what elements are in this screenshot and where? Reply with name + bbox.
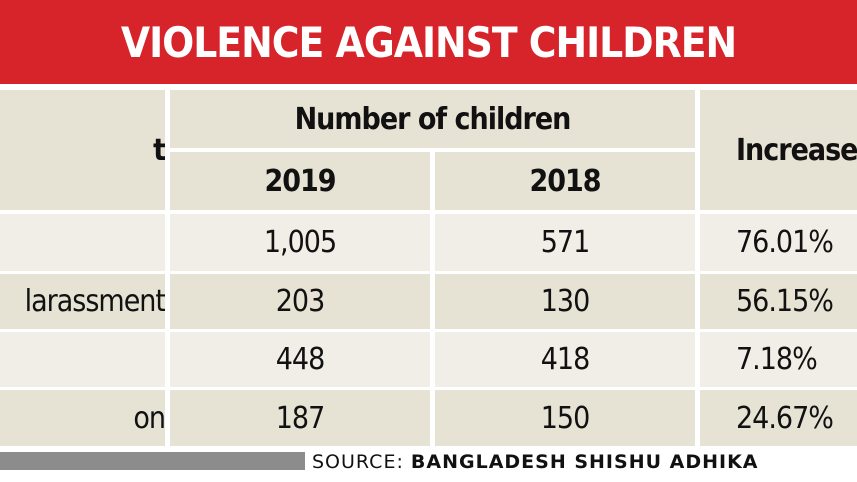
count-cell: 203 bbox=[170, 274, 430, 329]
count-cell: 571 bbox=[435, 214, 695, 271]
year-header: 2019 bbox=[170, 152, 430, 210]
row-label: larassment bbox=[0, 274, 165, 329]
row-label bbox=[0, 214, 165, 271]
year-header: 2018 bbox=[435, 152, 695, 210]
increase-cell: 76.01% bbox=[700, 214, 857, 271]
source-prefix: SOURCE: bbox=[312, 451, 404, 473]
increase-cell: 24.67% bbox=[700, 390, 857, 446]
count-cell: 150 bbox=[435, 390, 695, 446]
increase-header: Increase bbox=[700, 90, 857, 210]
count-cell: 418 bbox=[435, 332, 695, 387]
count-cell: 448 bbox=[170, 332, 430, 387]
title-band bbox=[0, 0, 857, 84]
increase-cell: 7.18% bbox=[700, 332, 857, 387]
group-header: Number of children bbox=[170, 90, 695, 148]
increase-cell: 56.15% bbox=[700, 274, 857, 329]
count-cell: 130 bbox=[435, 274, 695, 329]
source: SOURCE: BANGLADESH SHISHU ADHIKA bbox=[312, 450, 759, 474]
row-label: on bbox=[0, 390, 165, 446]
title: VIOLENCE AGAINST CHILDREN bbox=[120, 17, 737, 67]
incident-header: t bbox=[0, 90, 165, 210]
count-cell: 187 bbox=[170, 390, 430, 446]
source-bar bbox=[0, 452, 305, 470]
row-label bbox=[0, 332, 165, 387]
count-cell: 1,005 bbox=[170, 214, 430, 271]
source-name: BANGLADESH SHISHU ADHIKA bbox=[410, 451, 759, 473]
